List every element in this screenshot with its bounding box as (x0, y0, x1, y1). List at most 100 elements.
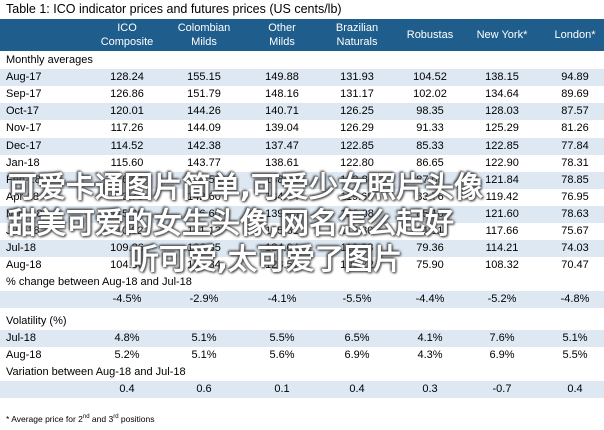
column-header-line1: Colombian (177, 22, 231, 34)
section-heading: Volatility (%) (0, 312, 604, 330)
table-cell: 79.36 (416, 242, 444, 255)
table-cell: 70.47 (561, 259, 589, 272)
table-cell: 113.98 (340, 242, 374, 255)
table-cell: -4.8% (560, 293, 590, 306)
table-cell: 117.26 (110, 122, 144, 135)
table-cell: 113.78 (110, 190, 144, 203)
column-header-line2: Naturals (336, 36, 378, 48)
table-cell: 131.93 (340, 71, 374, 84)
table-cell: 148.16 (265, 88, 299, 101)
row-label: Sep-17 (6, 88, 42, 101)
table-cell: 76.95 (561, 190, 589, 203)
table-cell: 123.86 (340, 173, 374, 186)
table-header: ICO Composite Colombian Milds Other Milds Braz… (0, 19, 604, 51)
table-cell: -2.9% (189, 293, 219, 306)
table-row: -4.5% -2.9% -4.1% -5.5% -4.4% -5.2% -4.8% (0, 291, 604, 309)
column-header-line1: Other (268, 22, 296, 34)
table-cell: 109.26 (110, 242, 144, 255)
table-cell: 78.85 (561, 173, 589, 186)
table-cell: 85.10 (416, 207, 444, 220)
column-header-line2: New York* (476, 29, 528, 41)
table-cell: 114.52 (110, 139, 144, 152)
table-cell: -4.5% (112, 293, 142, 306)
table-cell: 149.88 (265, 71, 299, 84)
table-cell: 6.5% (344, 331, 370, 344)
table-cell: 0.4 (567, 382, 583, 395)
table-cell: 136.35 (187, 242, 221, 255)
table-cell: 126.25 (340, 105, 374, 118)
table-cell: 6.9% (489, 348, 515, 361)
row-label: Jun-18 (6, 225, 40, 237)
table-row: Sep-17 126.86 151.79 148.16 131.17 102.02 134.… (0, 86, 604, 103)
table-cell: 122.80 (340, 156, 374, 169)
table-row: Oct-17 120.01 144.26 140.71 126.25 98.35 128.0… (0, 103, 604, 121)
table-cell: 107.72 (340, 259, 374, 272)
row-label: Aug-18 (6, 259, 42, 272)
row-label: Monthly averages (6, 54, 93, 66)
row-label: Variation between Aug-18 and Jul-18 (6, 365, 186, 378)
table-cell: -5.5% (342, 293, 372, 306)
table-row: Jul-18 109.26 136.35 134.04 113.98 79.36 114.2… (0, 240, 604, 258)
table-cell: 7.6% (489, 331, 515, 344)
table-cell: 83.76 (416, 190, 444, 203)
table-cell: 4.8% (114, 331, 140, 344)
row-label: Aug-18 (6, 348, 42, 361)
table-cell: 4.1% (417, 331, 443, 344)
table-cell: 128.03 (485, 105, 519, 118)
table-cell: 85.33 (416, 139, 444, 152)
table-cell: 128.24 (110, 71, 144, 84)
table-cell: 5.6% (269, 348, 295, 361)
table-cell: 144.26 (187, 105, 221, 118)
table-row: Feb-18 116.04 143.59 138.81 123.86 87.05 121.8… (0, 171, 604, 189)
table-cell: 126.29 (340, 122, 374, 135)
table-cell: 5.1% (191, 331, 217, 344)
column-header: New York* (464, 19, 540, 51)
table-cell: 137.47 (265, 139, 299, 152)
table-cell: 4.3% (417, 348, 443, 361)
row-label: Feb-18 (6, 173, 41, 186)
table-cell: 5.2% (114, 348, 140, 361)
table-cell: 89.69 (561, 88, 589, 101)
table-cell: 0.4 (349, 382, 365, 395)
table-cell: 126.86 (110, 88, 144, 101)
table-cell: 141.13 (187, 225, 221, 237)
row-label: Jul-18 (6, 242, 36, 255)
table-cell: 120.01 (110, 105, 144, 118)
row-label: % change between Aug-18 and Jul-18 (6, 276, 192, 289)
table-cell: 94.89 (561, 71, 589, 84)
table-cell: 138.61 (265, 156, 299, 169)
column-header: ICO Composite (89, 19, 165, 51)
section-heading: Variation between Aug-18 and Jul-18 (0, 363, 604, 381)
table-cell: 74.03 (561, 242, 589, 255)
table-cell: -0.7 (492, 382, 512, 395)
table-cell: 5.5% (562, 348, 588, 361)
table-cell: 143.77 (187, 156, 221, 169)
table-cell: 117.66 (485, 225, 519, 237)
table-cell: 151.79 (187, 88, 221, 101)
column-header-line2: Milds (191, 36, 217, 48)
table-cell: 143.59 (187, 173, 221, 186)
row-label: Dec-17 (6, 139, 42, 152)
table-row: Jun-18 110.92 141.13 135.61 117.80 81.11 117.6… (0, 223, 604, 240)
table-cell: 5.5% (269, 331, 295, 344)
table-cell: 117.80 (340, 225, 374, 237)
column-header: Other Milds (244, 19, 320, 51)
table-cell: 122.90 (485, 156, 519, 169)
table-cell: 104.52 (413, 71, 447, 84)
table-cell: 132.34 (187, 259, 221, 272)
table-cell: 0.3 (422, 382, 438, 395)
table-cell: 0.6 (196, 382, 212, 395)
table-cell: 86.65 (416, 156, 444, 169)
table-row: Jan-18 115.60 143.77 138.61 122.80 86.65 122.9… (0, 155, 604, 172)
table-row: Aug-18 5.2% 5.1% 5.6% 6.9% 4.3% 6.9% 5.5% (0, 347, 604, 364)
table-cell: 138.81 (265, 173, 299, 186)
table-cell: -4.4% (415, 293, 445, 306)
section-heading: Monthly averages (0, 52, 604, 69)
table-cell: 115.06 (110, 207, 144, 220)
row-label: May-18 (6, 207, 43, 220)
table-row: Dec-17 114.52 142.38 137.47 122.85 85.33 122.8… (0, 137, 604, 155)
table-title: Table 1: ICO indicator prices and future… (6, 2, 342, 16)
row-label: Aug-17 (6, 71, 42, 84)
table-cell: 138.15 (485, 71, 519, 84)
table-cell: 120.08 (340, 207, 374, 220)
